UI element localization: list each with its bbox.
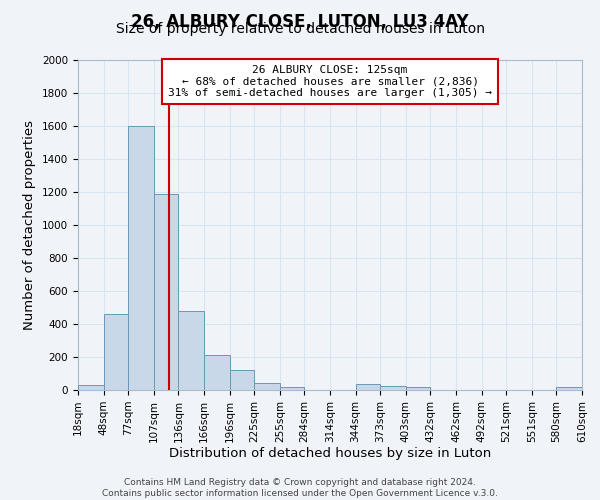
Bar bbox=[154, 194, 178, 390]
Text: 26 ALBURY CLOSE: 125sqm
← 68% of detached houses are smaller (2,836)
31% of semi: 26 ALBURY CLOSE: 125sqm ← 68% of detache… bbox=[168, 65, 492, 98]
Bar bbox=[178, 311, 204, 390]
Bar bbox=[104, 314, 128, 390]
Bar bbox=[78, 385, 104, 390]
Y-axis label: Number of detached properties: Number of detached properties bbox=[23, 120, 37, 330]
Bar bbox=[356, 384, 380, 390]
Text: Contains HM Land Registry data © Crown copyright and database right 2024.
Contai: Contains HM Land Registry data © Crown c… bbox=[102, 478, 498, 498]
Bar bbox=[280, 386, 304, 390]
Bar bbox=[406, 386, 430, 390]
Text: 26, ALBURY CLOSE, LUTON, LU3 4AY: 26, ALBURY CLOSE, LUTON, LU3 4AY bbox=[131, 12, 469, 30]
X-axis label: Distribution of detached houses by size in Luton: Distribution of detached houses by size … bbox=[169, 448, 491, 460]
Bar bbox=[380, 386, 406, 390]
Bar bbox=[230, 370, 254, 390]
Bar bbox=[556, 386, 582, 390]
Text: Size of property relative to detached houses in Luton: Size of property relative to detached ho… bbox=[115, 22, 485, 36]
Bar bbox=[128, 126, 154, 390]
Bar bbox=[254, 382, 280, 390]
Bar bbox=[204, 356, 230, 390]
